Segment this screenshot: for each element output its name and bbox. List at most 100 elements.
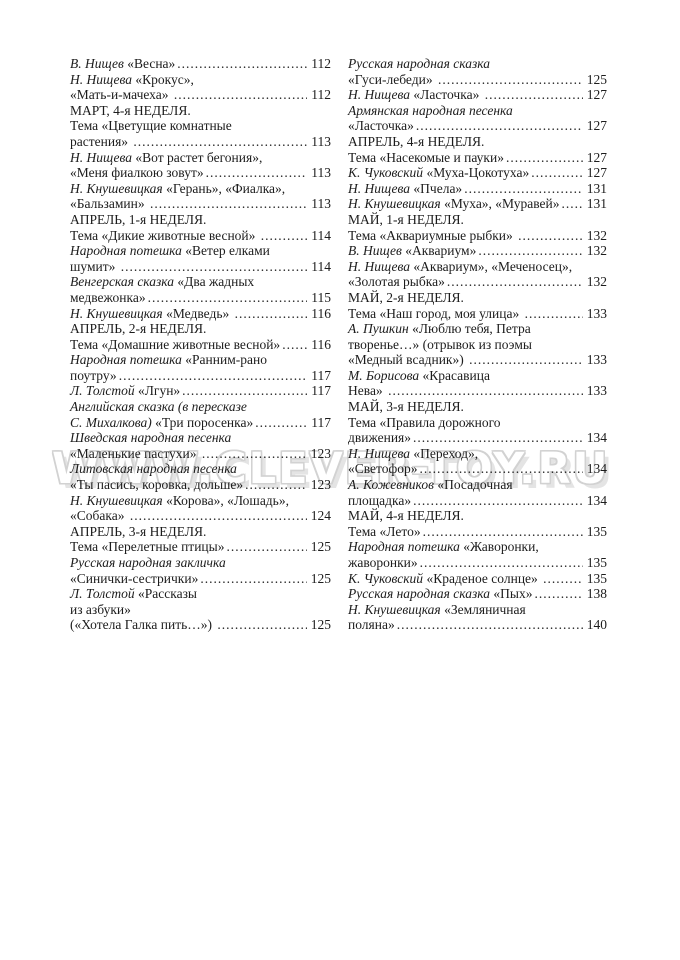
page-number: 115 — [311, 289, 331, 305]
toc-title: Тема «Наш город, моя улица» — [348, 305, 523, 321]
toc-author-or-genre: Н. Нищева — [70, 71, 133, 87]
toc-author-or-genre: Н. Нищева — [348, 180, 411, 196]
page-number: 135 — [586, 523, 607, 539]
toc-title: «Два жадных — [174, 274, 255, 290]
toc-entry-text: «Синички-сестрички» — [70, 571, 198, 587]
dot-leader — [531, 165, 583, 181]
dot-leader — [202, 446, 307, 462]
toc-title: АПРЕЛЬ, 1-я НЕДЕЛЯ. — [70, 211, 207, 227]
toc-entry-text: Н. Нищева «Ласточка» — [348, 87, 483, 103]
toc-entry-text: А. Пушкин «Люблю тебя, Петра — [348, 321, 531, 337]
toc-line: АПРЕЛЬ, 4-я НЕДЕЛЯ. — [348, 134, 607, 150]
toc-title: «Меня фиалкою зовут» — [70, 165, 204, 181]
page-number: 113 — [311, 165, 331, 181]
toc-author-or-genre: Н. Нищева — [348, 445, 411, 461]
page-number: 123 — [310, 477, 331, 493]
toc-line: К. Чуковский «Муха-Цокотуха» 127 — [348, 165, 607, 181]
page-number: 133 — [586, 352, 607, 368]
toc-author-or-genre: А. Пушкин — [348, 321, 409, 337]
toc-entry-text: Н. Кнушевицкая «Земляничная — [348, 602, 526, 618]
page-number: 114 — [311, 258, 331, 274]
dot-leader — [245, 477, 307, 493]
page-number: 133 — [586, 383, 607, 399]
toc-entry-text: К. Чуковский «Краденое солнце» — [348, 571, 541, 587]
toc-line: МАЙ, 2-я НЕДЕЛЯ. — [348, 290, 607, 306]
toc-line: А. Кожевников «Посадочная — [348, 477, 607, 493]
dot-leader — [506, 150, 583, 166]
page-number: 140 — [586, 617, 607, 633]
toc-author-or-genre: Н. Кнушевицкая — [70, 305, 163, 321]
toc-line: АПРЕЛЬ, 1-я НЕДЕЛЯ. — [70, 212, 331, 228]
toc-entry-text: поляна» — [348, 617, 395, 633]
toc-author-or-genre: Народная потешка — [348, 539, 460, 555]
toc-entry-text: «Гуси-лебеди» — [348, 72, 436, 88]
toc-line: Шведская народная песенка — [70, 430, 331, 446]
dot-leader — [388, 383, 583, 399]
dot-leader — [416, 118, 583, 134]
dot-leader — [438, 72, 583, 88]
toc-title: Тема «Дикие животные весной» — [70, 227, 259, 243]
dot-leader — [561, 196, 582, 212]
toc-line: «Ты пасись, коровка, дольше» 123 — [70, 477, 331, 493]
toc-author-or-genre: К. Чуковский — [348, 165, 424, 181]
toc-title: «Золотая рыбка» — [348, 274, 445, 290]
toc-author-or-genre: Н. Нищева — [70, 149, 133, 165]
toc-title: «Земляничная — [440, 601, 526, 617]
toc-title: «Медный всадник») — [348, 352, 468, 368]
page-number: 125 — [310, 539, 331, 555]
toc-line: МАРТ, 4-я НЕДЕЛЯ. — [70, 103, 331, 119]
toc-entry-text: Н. Кнушевицкая «Муха», «Муравей» — [348, 196, 559, 212]
toc-title: «Герань», «Фиалка», — [162, 180, 286, 196]
toc-entry-text: АПРЕЛЬ, 3-я НЕДЕЛЯ. — [70, 524, 206, 540]
page-number: 117 — [311, 367, 331, 383]
toc-entry-text: «Ты пасись, коровка, дольше» — [70, 477, 243, 493]
toc-title: МАЙ, 4-я НЕДЕЛЯ. — [348, 508, 464, 524]
toc-title: творенье…» (отрывок из поэмы — [348, 336, 532, 352]
toc-line: движения» 134 — [348, 430, 607, 446]
toc-entry-text: Н. Нищева «Аквариум», «Меченосец», — [348, 259, 572, 275]
toc-line: «Бальзамин» 113 — [70, 196, 331, 212]
toc-entry-text: Тема «Аквариумные рыбки» — [348, 228, 516, 244]
toc-title: «Посадочная — [433, 477, 513, 493]
toc-line: жаворонки» 135 — [348, 555, 607, 571]
toc-title: «Бальзамин» — [70, 196, 148, 212]
toc-author-or-genre: В. Нищев — [348, 243, 402, 259]
toc-author-or-genre: М. Борисова — [348, 367, 420, 383]
dot-leader — [420, 461, 583, 477]
page-number: 125 — [310, 570, 331, 586]
toc-title: Тема «Лето» — [348, 523, 421, 539]
toc-line: МАЙ, 4-я НЕДЕЛЯ. — [348, 508, 607, 524]
toc-entry-text: Английская сказка (в пересказе — [70, 399, 247, 415]
toc-entry-text: «Ласточка» — [348, 118, 414, 134]
toc-line: Русская народная закличка — [70, 555, 331, 571]
dot-leader — [478, 243, 582, 259]
dot-leader — [226, 539, 306, 555]
toc-line: Н. Нищева «Ласточка» 127 — [348, 87, 607, 103]
toc-entry-text: растения» — [70, 134, 131, 150]
toc-author-or-genre: Венгерская сказка — [70, 274, 175, 290]
page-number: 113 — [311, 133, 331, 149]
toc-entry-text: медвежонка» — [70, 290, 146, 306]
dot-leader — [413, 493, 583, 509]
page-number: 112 — [311, 56, 331, 71]
toc-line: «Меня фиалкою зовут» 113 — [70, 165, 331, 181]
page-number: 125 — [586, 71, 607, 87]
toc-title: «Красавица — [419, 367, 490, 383]
toc-line: Английская сказка (в пересказе — [70, 399, 331, 415]
toc-line: МАЙ, 3-я НЕДЕЛЯ. — [348, 399, 607, 415]
toc-entry-text: Венгерская сказка «Два жадных — [70, 274, 254, 290]
toc-author-or-genre: Н. Кнушевицкая — [70, 492, 163, 508]
toc-author-or-genre: Русская народная закличка — [70, 555, 226, 570]
toc-title: «Муха», «Муравей» — [440, 196, 560, 212]
toc-title: «Ты пасись, коровка, дольше» — [70, 477, 244, 493]
toc-author-or-genre: Н. Кнушевицкая — [348, 196, 441, 212]
page-number: 134 — [586, 492, 607, 508]
toc-line: Н. Кнушевицкая «Земляничная — [348, 602, 607, 618]
toc-title: «Жаворонки, — [459, 539, 539, 555]
toc-author-or-genre: Литовская народная песенка — [70, 461, 237, 477]
toc-line: Тема «Правила дорожного — [348, 415, 607, 431]
toc-entry-text: движения» — [348, 430, 411, 446]
dot-leader — [534, 586, 582, 602]
